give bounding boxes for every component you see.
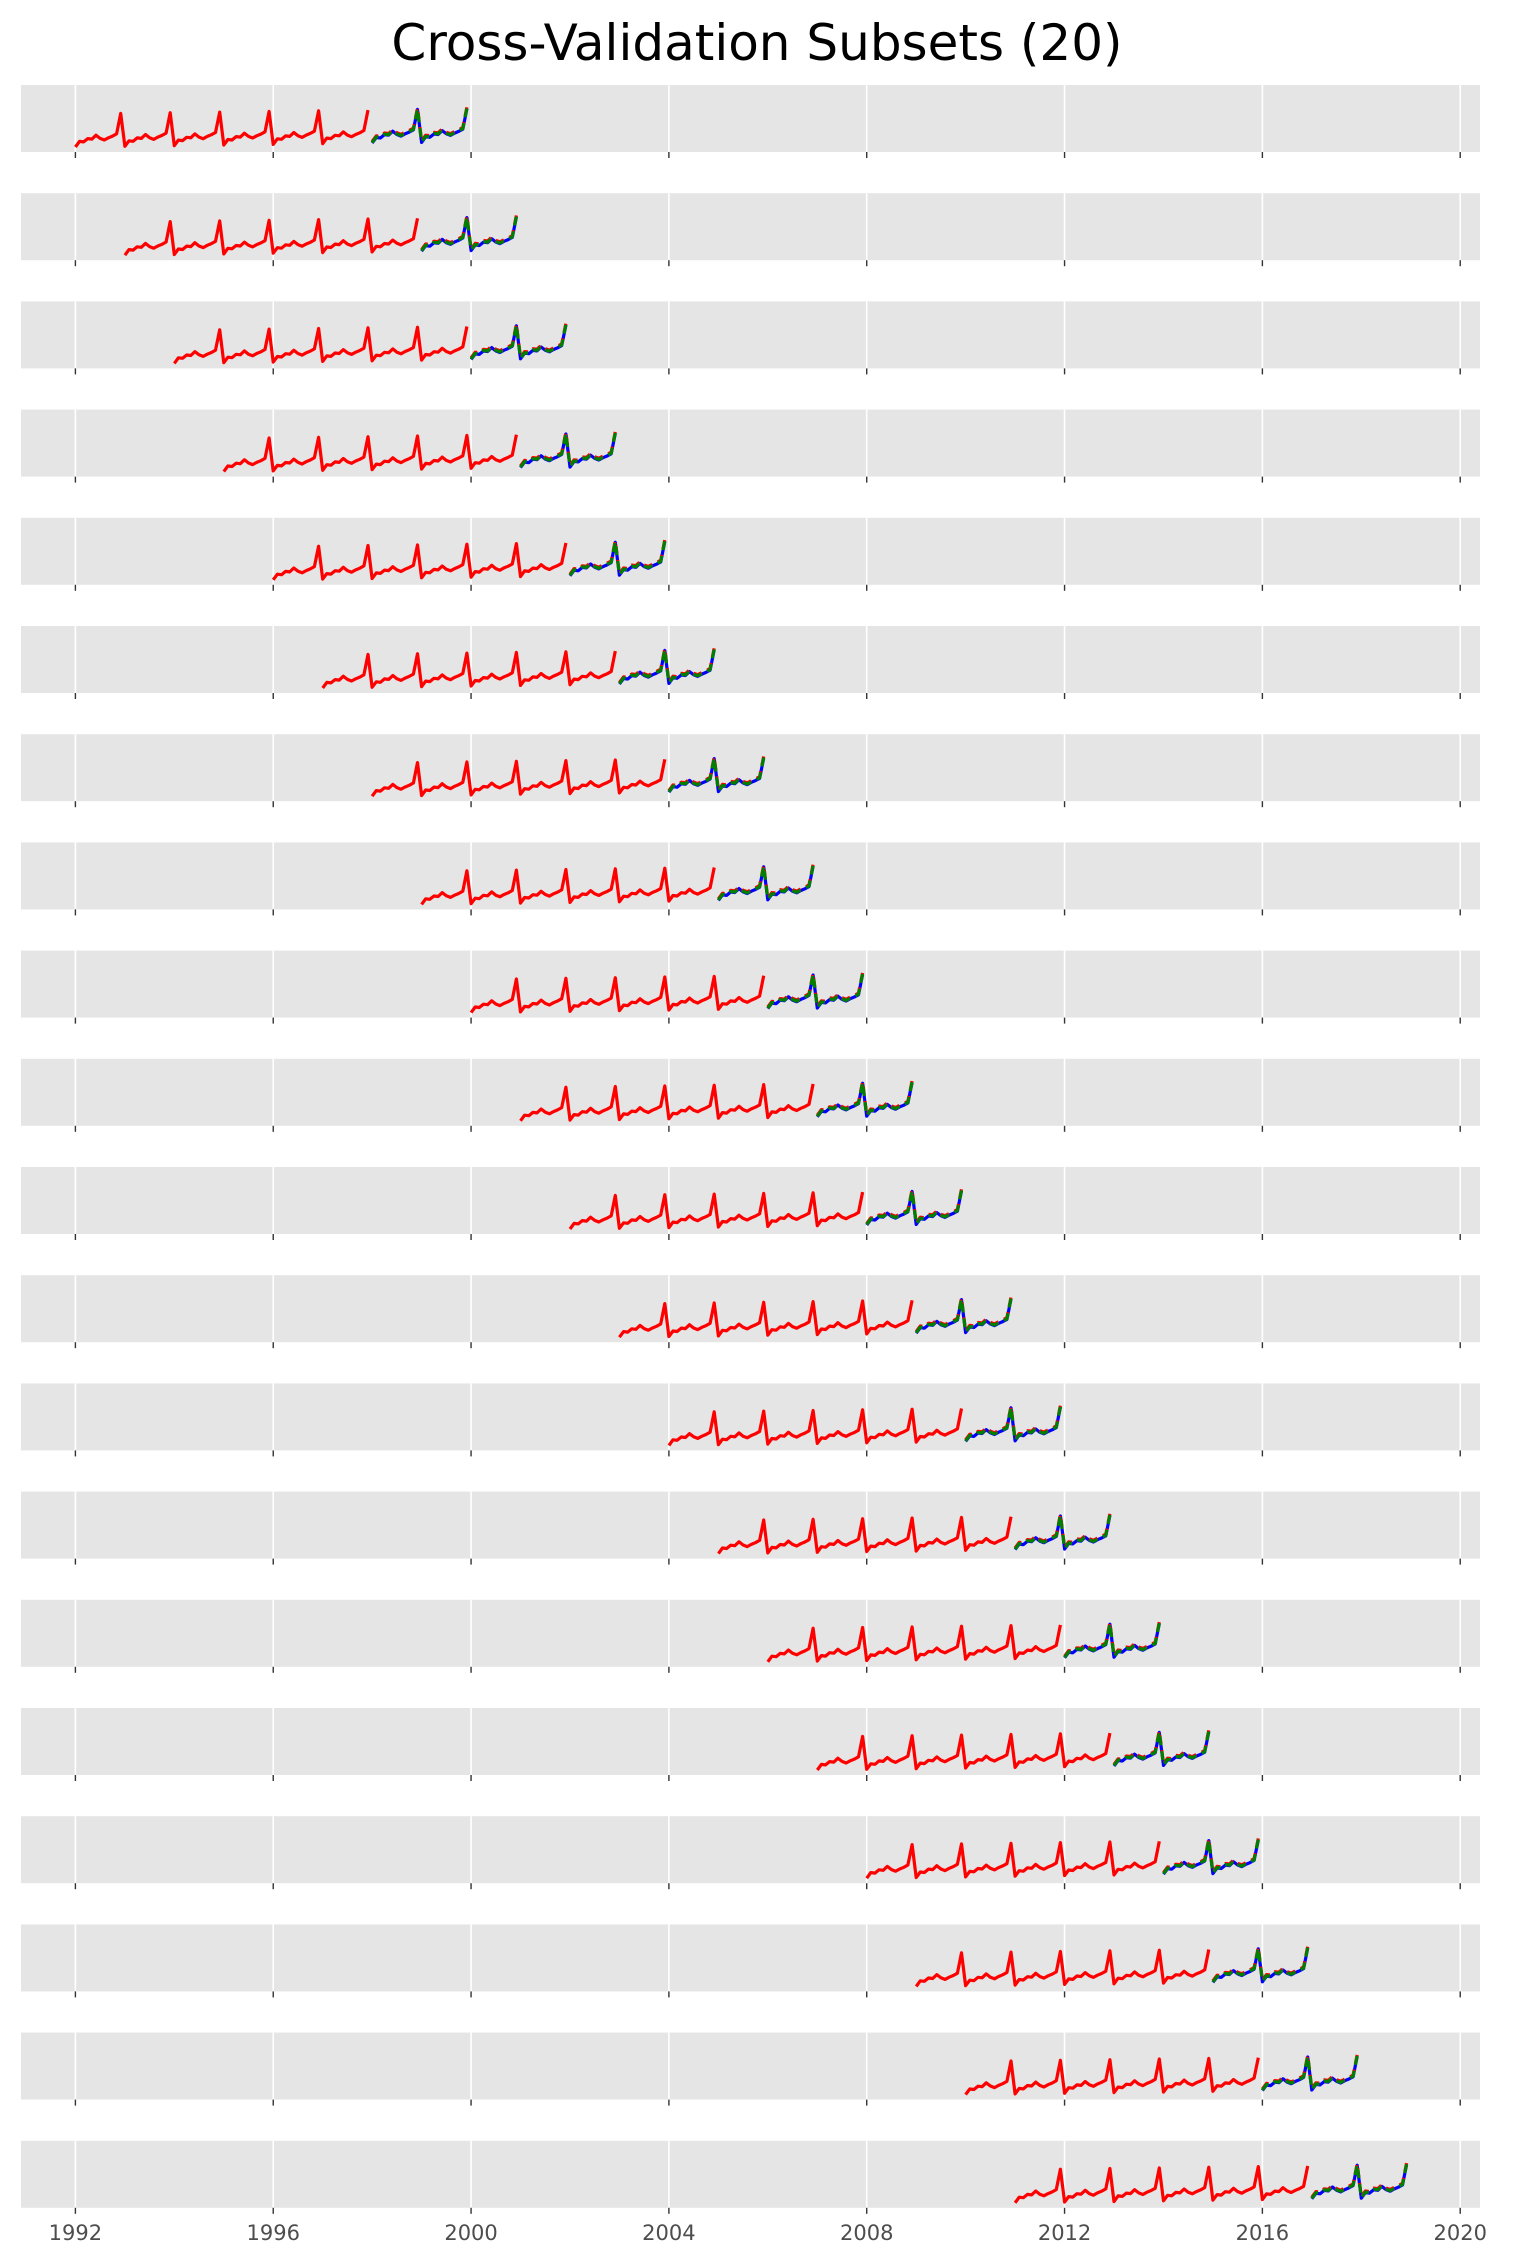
forecast-green-line bbox=[667, 756, 766, 793]
x-tick-label: 2020 bbox=[1433, 2221, 1486, 2245]
train-series-line bbox=[865, 1840, 1161, 1880]
train-series-line bbox=[717, 1515, 1013, 1555]
x-tick-label: 2004 bbox=[642, 2221, 695, 2245]
forecast-green-line bbox=[1063, 1622, 1161, 1659]
subset-panel bbox=[21, 1167, 1480, 1240]
forecast-green-line bbox=[1013, 1513, 1112, 1551]
subset-panel bbox=[21, 1816, 1480, 1890]
x-axis: 1992 1996 2000 2004 2008 2012 2016 2020 bbox=[49, 2221, 1487, 2245]
subset-panel bbox=[21, 842, 1480, 916]
train-series-line bbox=[1013, 2165, 1310, 2204]
train-series-line bbox=[74, 109, 370, 148]
subset-panel bbox=[21, 734, 1480, 808]
panel-background bbox=[21, 734, 1480, 802]
train-series-line bbox=[123, 217, 420, 257]
train-series-line bbox=[568, 1191, 865, 1230]
train-series-line bbox=[222, 433, 518, 473]
panel-background bbox=[21, 1058, 1480, 1126]
subset-panel bbox=[21, 2140, 1480, 2214]
panel-background bbox=[21, 950, 1480, 1018]
subset-panel bbox=[21, 950, 1480, 1024]
x-tick-label: 2016 bbox=[1236, 2221, 1289, 2245]
panel-background bbox=[21, 842, 1480, 910]
panel-background bbox=[21, 517, 1480, 585]
subset-panel bbox=[21, 1708, 1480, 1781]
forecast-green-line bbox=[618, 648, 716, 685]
x-tick-label: 1996 bbox=[247, 2221, 300, 2245]
forecast-green-line bbox=[816, 1081, 914, 1118]
forecast-green-line bbox=[420, 215, 518, 252]
panel-background bbox=[21, 626, 1480, 693]
panel-background bbox=[21, 2032, 1480, 2100]
panel-background bbox=[21, 2140, 1480, 2208]
panel-background bbox=[21, 1924, 1480, 1992]
train-series-line bbox=[964, 2056, 1260, 2096]
forecast-green-line bbox=[1112, 1730, 1211, 1767]
forecast-green-line bbox=[568, 540, 667, 577]
panel-background bbox=[21, 1708, 1480, 1775]
subset-panel bbox=[21, 1383, 1480, 1457]
forecast-green-line bbox=[370, 107, 469, 144]
subset-panel bbox=[21, 626, 1480, 699]
train-series-line bbox=[321, 650, 617, 689]
chart-title: Cross-Validation Subsets (20) bbox=[391, 14, 1122, 72]
forecast-green-line bbox=[1162, 1838, 1260, 1875]
panel-background bbox=[21, 193, 1480, 261]
forecast-green-line bbox=[865, 1189, 964, 1226]
forecast-green-line bbox=[1211, 1946, 1310, 1983]
train-series-line bbox=[914, 1948, 1211, 1988]
forecast-green-line bbox=[519, 431, 617, 469]
subset-panel bbox=[21, 1058, 1480, 1132]
subset-panel bbox=[21, 2032, 1480, 2106]
forecast-green-line bbox=[766, 972, 865, 1010]
subset-panel bbox=[21, 517, 1480, 591]
panel-background bbox=[21, 1383, 1480, 1451]
subset-panel bbox=[21, 85, 1480, 158]
forecast-green-line bbox=[1261, 2054, 1359, 2092]
subset-panel bbox=[21, 1275, 1480, 1349]
train-series-line bbox=[469, 974, 766, 1014]
panel-background bbox=[21, 85, 1480, 152]
train-series-line bbox=[420, 866, 716, 906]
forecast-green-line bbox=[964, 1405, 1062, 1442]
train-series-line bbox=[271, 541, 568, 581]
x-tick-label: 1992 bbox=[49, 2221, 102, 2245]
x-tick-label: 2008 bbox=[840, 2221, 893, 2245]
panel-background bbox=[21, 1275, 1480, 1343]
subset-panel bbox=[21, 1599, 1480, 1673]
panel-background bbox=[21, 301, 1480, 369]
panel-background bbox=[21, 1491, 1480, 1559]
forecast-green-line bbox=[1310, 2163, 1409, 2200]
forecast-green-line bbox=[914, 1297, 1013, 1334]
panel-background bbox=[21, 1167, 1480, 1234]
panel-background bbox=[21, 1816, 1480, 1884]
subset-panel bbox=[21, 1491, 1480, 1565]
train-series-line bbox=[766, 1623, 1062, 1663]
panels-group bbox=[21, 85, 1480, 2214]
x-tick-label: 2000 bbox=[444, 2221, 497, 2245]
subset-panel bbox=[21, 1924, 1480, 1998]
train-series-line bbox=[519, 1082, 815, 1122]
subset-panel bbox=[21, 301, 1480, 375]
subset-panel bbox=[21, 193, 1480, 267]
forecast-green-line bbox=[469, 323, 568, 360]
subset-panel bbox=[21, 409, 1480, 483]
panel-background bbox=[21, 1599, 1480, 1667]
train-series-line bbox=[618, 1299, 914, 1339]
forecast-green-line bbox=[717, 864, 815, 901]
train-series-line bbox=[816, 1732, 1112, 1771]
train-series-line bbox=[173, 325, 469, 365]
train-series-line bbox=[370, 758, 667, 798]
x-tick-label: 2012 bbox=[1038, 2221, 1091, 2245]
panel-background bbox=[21, 409, 1480, 477]
train-series-line bbox=[667, 1407, 964, 1447]
